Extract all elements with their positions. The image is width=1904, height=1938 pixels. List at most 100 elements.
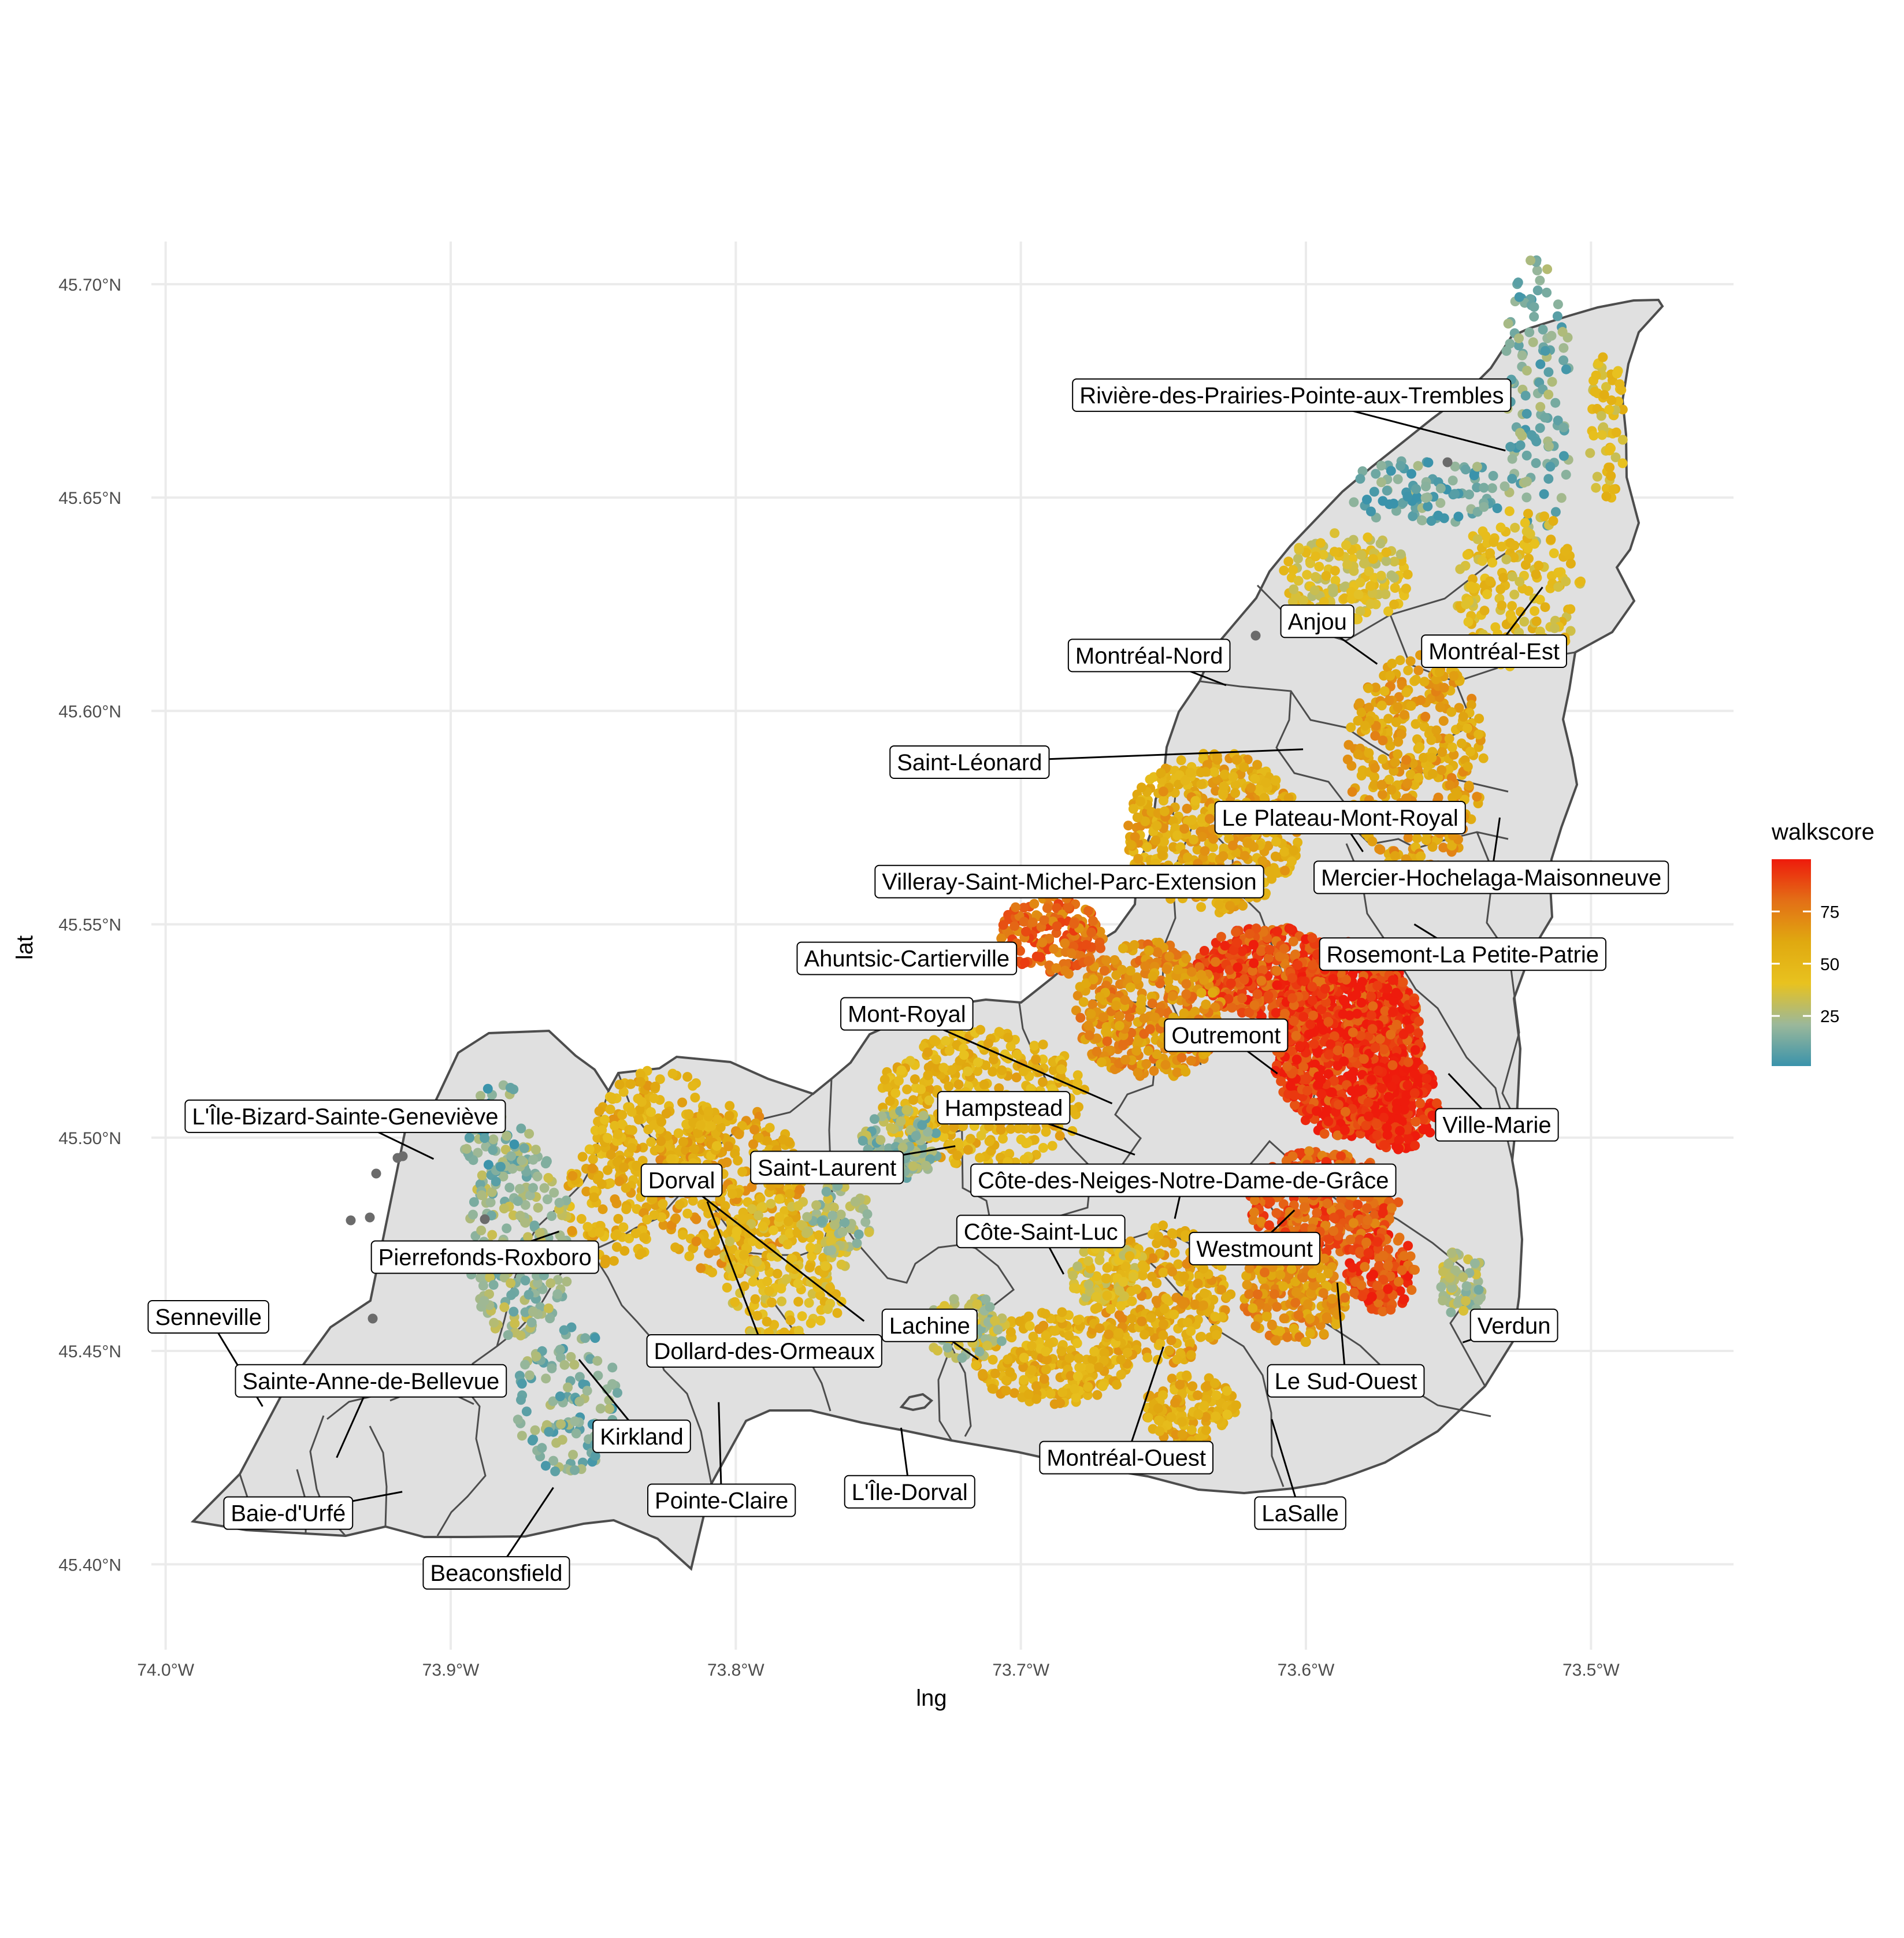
walkscore-point bbox=[1167, 991, 1178, 1001]
walkscore-point bbox=[1307, 982, 1317, 992]
walkscore-point bbox=[1181, 979, 1192, 989]
walkscore-point bbox=[1386, 1305, 1396, 1315]
walkscore-point bbox=[931, 1054, 942, 1064]
walkscore-point bbox=[1211, 1411, 1221, 1421]
walkscore-point bbox=[1353, 749, 1363, 759]
walkscore-point bbox=[1309, 1039, 1319, 1049]
walkscore-point bbox=[879, 1074, 890, 1085]
walkscore-point bbox=[1351, 989, 1361, 1000]
walkscore-point bbox=[1199, 946, 1209, 956]
walkscore-point bbox=[1280, 866, 1290, 876]
walkscore-point bbox=[1272, 926, 1282, 937]
walkscore-point bbox=[1405, 770, 1416, 780]
walkscore-point bbox=[1366, 1074, 1376, 1085]
walkscore-point bbox=[1363, 1031, 1374, 1042]
walkscore-point bbox=[1150, 836, 1161, 845]
walkscore-point bbox=[1143, 1046, 1153, 1056]
walkscore-point bbox=[1438, 716, 1449, 726]
walkscore-point bbox=[1351, 1048, 1361, 1058]
walkscore-point bbox=[983, 1038, 993, 1049]
walkscore-point bbox=[1256, 1216, 1266, 1227]
walkscore-point bbox=[1220, 941, 1230, 951]
walkscore-point bbox=[1326, 1039, 1335, 1049]
walkscore-point bbox=[1272, 980, 1282, 990]
walkscore-point bbox=[1406, 701, 1416, 711]
walkscore-point bbox=[1370, 1042, 1380, 1053]
walkscore-point bbox=[869, 1114, 879, 1124]
walkscore-point bbox=[1400, 710, 1409, 720]
walkscore-point bbox=[1383, 1091, 1394, 1102]
walkscore-point bbox=[1019, 1154, 1030, 1165]
walkscore-point bbox=[1131, 1046, 1142, 1056]
walkscore-point bbox=[1298, 1272, 1308, 1283]
walkscore-point bbox=[1237, 946, 1248, 956]
walkscore-point bbox=[1120, 995, 1130, 1005]
walkscore-point bbox=[1158, 1220, 1168, 1231]
walkscore-point bbox=[1356, 1031, 1365, 1041]
walkscore-point bbox=[1431, 1098, 1442, 1108]
walkscore-point bbox=[1348, 1027, 1358, 1038]
walkscore-point bbox=[1413, 665, 1424, 675]
walkscore-point bbox=[1372, 1280, 1382, 1291]
walkscore-point bbox=[975, 1153, 985, 1163]
walkscore-point bbox=[1140, 961, 1150, 971]
walkscore-point bbox=[1328, 1226, 1339, 1236]
walkscore-point bbox=[1322, 1312, 1332, 1322]
walkscore-point bbox=[1368, 1269, 1378, 1280]
walkscore-point bbox=[1283, 793, 1294, 803]
walkscore-point bbox=[1398, 977, 1408, 987]
walkscore-point bbox=[1323, 1069, 1334, 1079]
walkscore-point bbox=[1458, 711, 1468, 722]
walkscore-point bbox=[1021, 926, 1031, 937]
walkscore-point bbox=[1125, 966, 1135, 976]
walkscore-point bbox=[1170, 1398, 1181, 1408]
walkscore-point bbox=[1098, 1012, 1109, 1022]
walkscore-point bbox=[1293, 1310, 1304, 1320]
walkscore-point bbox=[1272, 1302, 1282, 1312]
walkscore-point bbox=[1386, 1203, 1397, 1213]
walkscore-point bbox=[1172, 830, 1182, 841]
walkscore-point bbox=[1367, 836, 1378, 847]
walkscore-point bbox=[1316, 1089, 1327, 1099]
walkscore-point bbox=[1379, 686, 1390, 696]
walkscore-point bbox=[1136, 998, 1146, 1009]
walkscore-point bbox=[1055, 1131, 1065, 1141]
walkscore-point bbox=[1438, 842, 1449, 853]
walkscore-point bbox=[1395, 655, 1405, 666]
walkscore-point bbox=[1027, 917, 1038, 927]
walkscore-point bbox=[1078, 997, 1089, 1007]
walkscore-point bbox=[1132, 812, 1142, 823]
walkscore-point bbox=[1282, 1061, 1293, 1072]
walkscore-point bbox=[1333, 1130, 1343, 1141]
walkscore-point bbox=[1319, 1329, 1329, 1339]
walkscore-point bbox=[1231, 927, 1241, 937]
walkscore-point bbox=[1176, 1053, 1187, 1063]
walkscore-point bbox=[998, 1134, 1008, 1144]
walkscore-point bbox=[1158, 1390, 1168, 1401]
walkscore-point bbox=[1239, 851, 1250, 861]
walkscore-point bbox=[1167, 1267, 1178, 1277]
walkscore-point bbox=[1403, 833, 1413, 843]
walkscore-point bbox=[1241, 1271, 1252, 1281]
walkscore-point bbox=[1264, 1220, 1274, 1230]
walkscore-point bbox=[1193, 1390, 1203, 1401]
walkscore-point bbox=[1031, 1055, 1041, 1065]
walkscore-point bbox=[953, 1079, 964, 1090]
walkscore-point bbox=[1275, 1326, 1285, 1336]
walkscore-point bbox=[1302, 1086, 1312, 1096]
walkscore-point bbox=[1204, 814, 1215, 824]
walkscore-point bbox=[1363, 683, 1374, 693]
walkscore-point bbox=[1378, 754, 1388, 764]
walkscore-point bbox=[1275, 1269, 1286, 1280]
walkscore-point bbox=[1383, 1260, 1393, 1271]
walkscore-point bbox=[994, 1027, 1004, 1037]
walkscore-point bbox=[1369, 763, 1380, 773]
walkscore-point bbox=[1255, 1300, 1265, 1309]
walkscore-point bbox=[1421, 1074, 1432, 1084]
walkscore-point bbox=[1233, 962, 1243, 972]
walkscore-point bbox=[1397, 1265, 1407, 1275]
walkscore-point bbox=[908, 1095, 918, 1105]
walkscore-point bbox=[1327, 1294, 1337, 1304]
walkscore-point bbox=[1244, 1263, 1255, 1274]
walkscore-point bbox=[1260, 1267, 1270, 1278]
